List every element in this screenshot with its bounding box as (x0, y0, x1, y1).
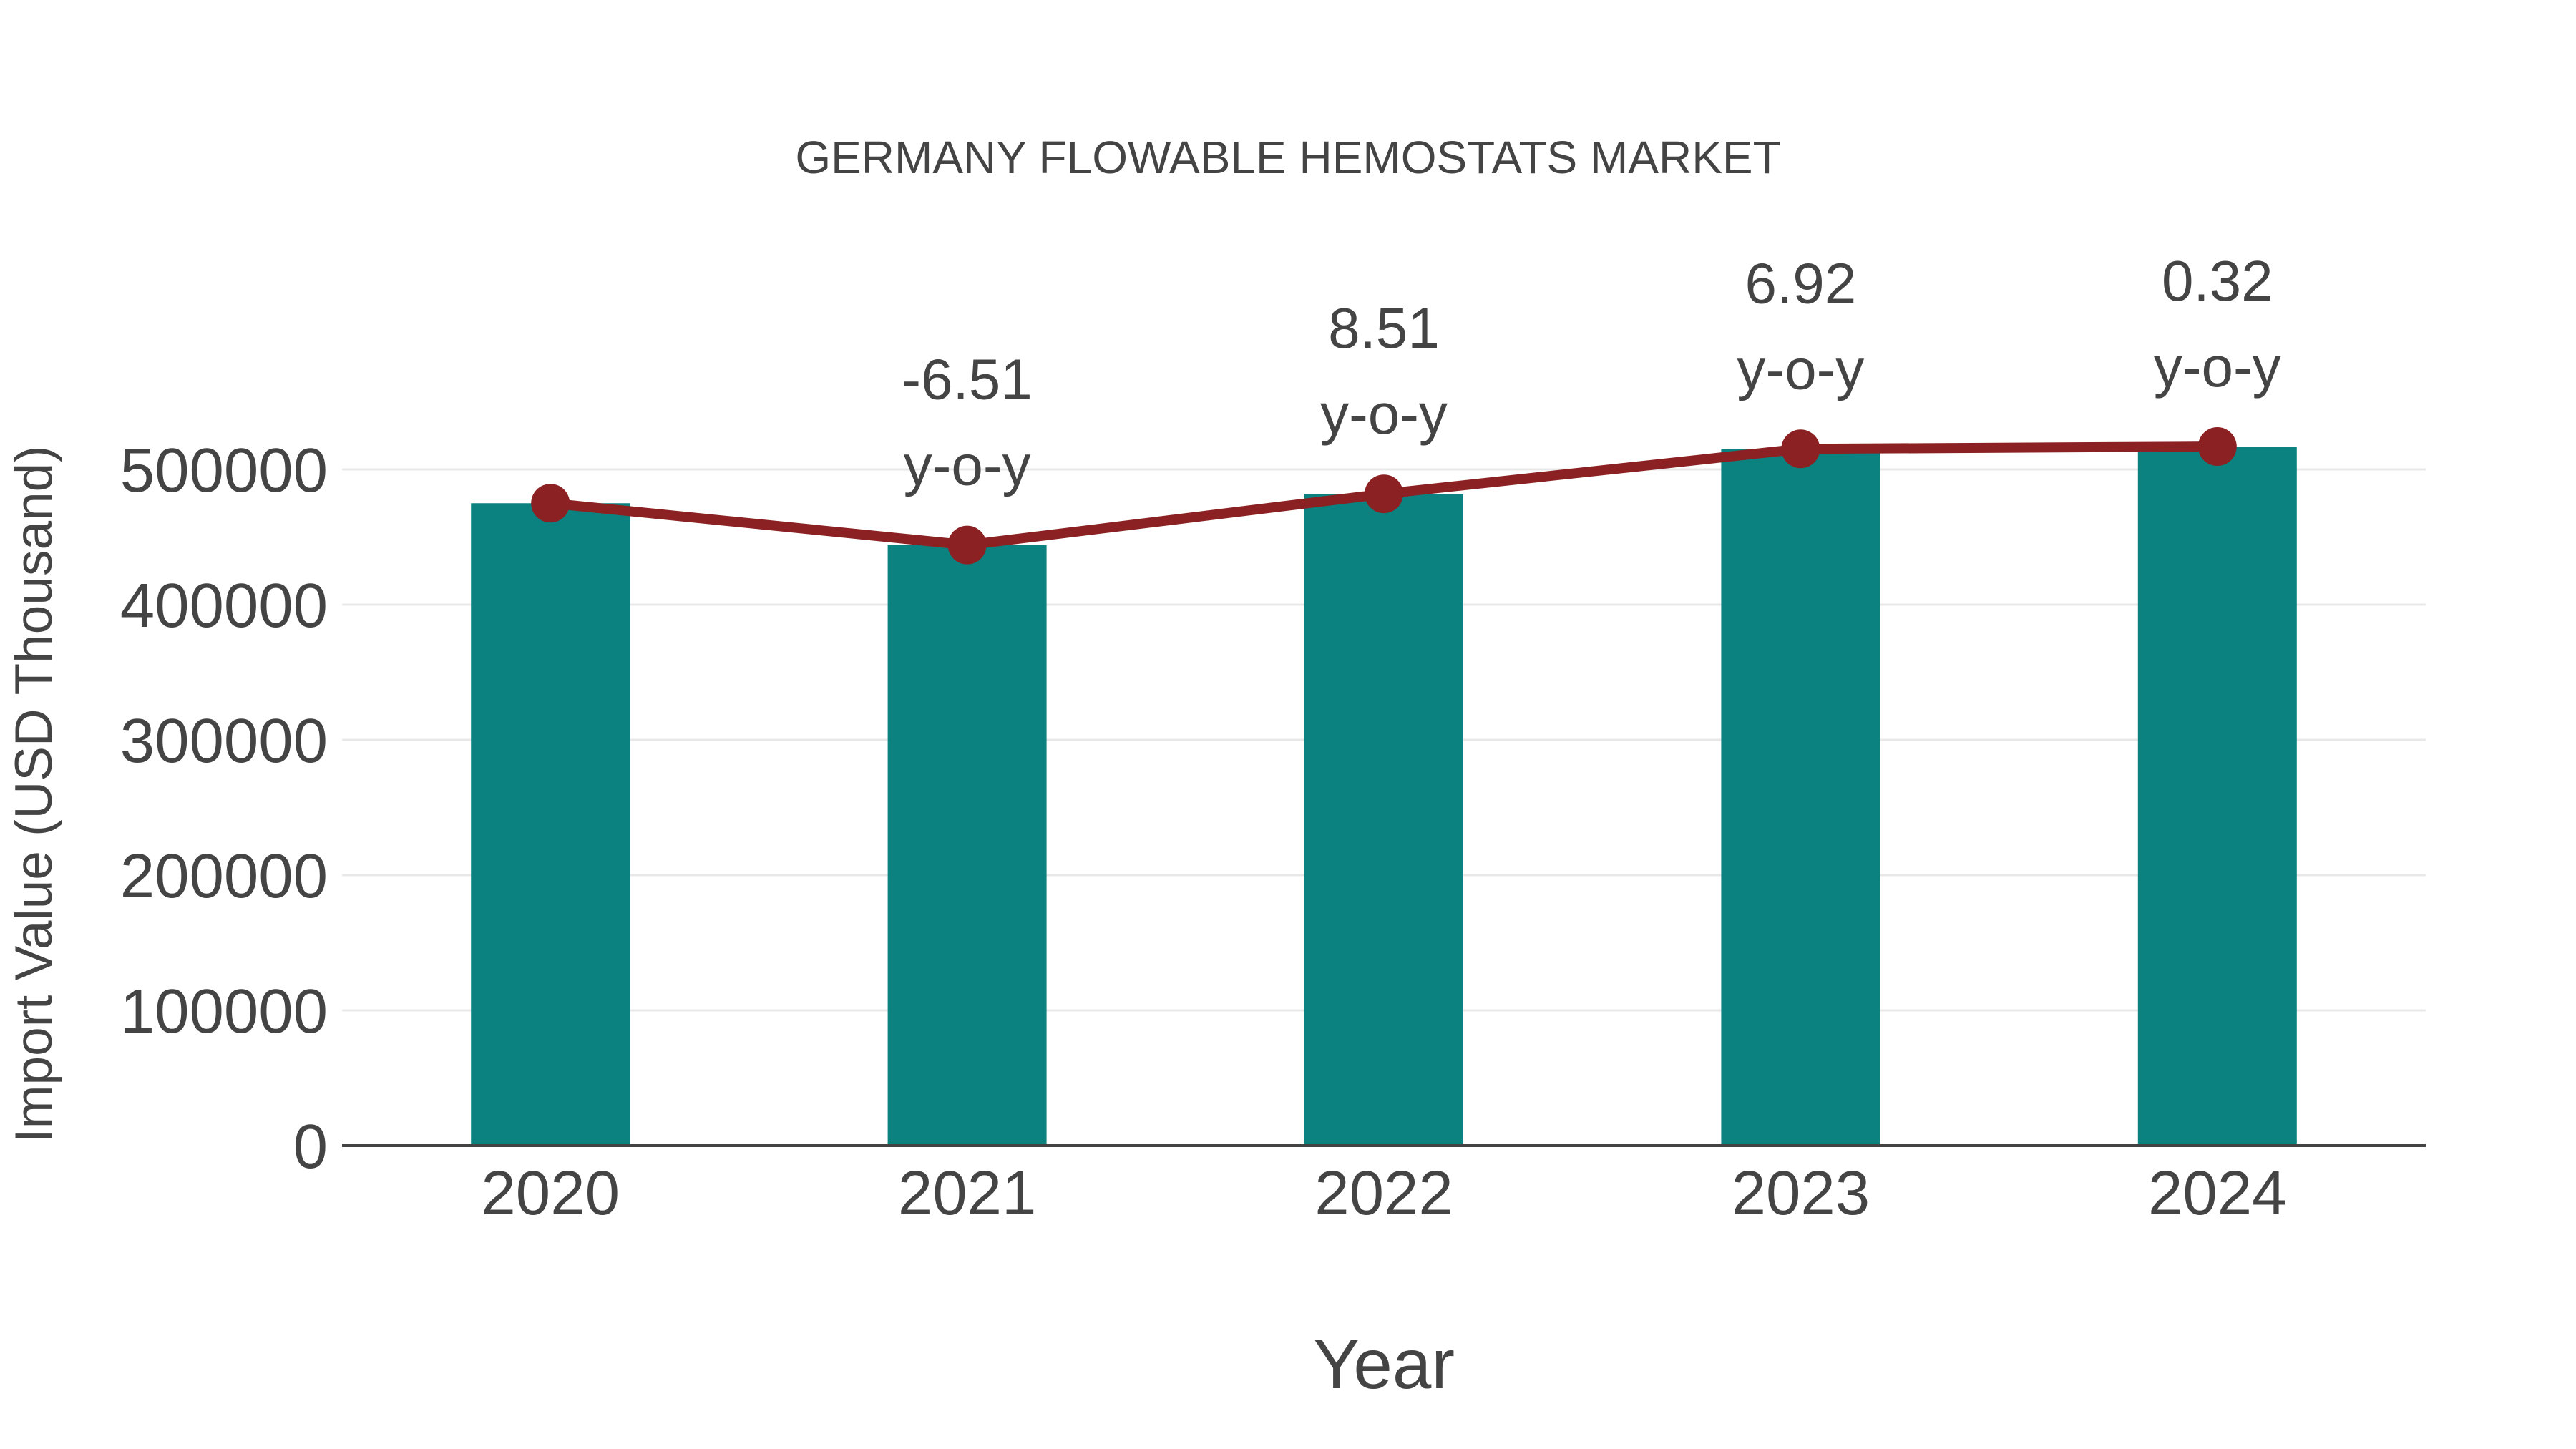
trend-marker-2020[interactable] (531, 484, 570, 523)
x-tick-label-2023: 2023 (1732, 1158, 1870, 1228)
y-tick-label: 200000 (120, 841, 328, 911)
x-tick-label-2020: 2020 (481, 1158, 620, 1228)
trend-marker-2023[interactable] (1781, 429, 1820, 469)
y-tick-label: 500000 (120, 436, 328, 505)
trend-marker-2024[interactable] (2197, 427, 2237, 467)
yoy-value-2022: 8.51 (1328, 296, 1440, 360)
yoy-value-2021: -6.51 (902, 348, 1032, 411)
y-tick-label: 300000 (120, 706, 328, 776)
yoy-unit-2021: y-o-y (904, 434, 1031, 497)
yoy-annotations: -6.51 y-o-y 8.51 y-o-y 6.92 y-o-y 0.32 y-o-y (902, 249, 2280, 497)
bar-series (471, 447, 2297, 1146)
trend-marker-2021[interactable] (947, 525, 987, 565)
y-axis-tick-labels: 0 100000 200000 300000 400000 500000 (120, 436, 328, 1181)
trend-line-series (531, 427, 2237, 565)
x-tick-label-2022: 2022 (1314, 1158, 1453, 1228)
bar-2023[interactable] (1721, 449, 1880, 1146)
yoy-unit-2022: y-o-y (1320, 382, 1448, 446)
y-tick-label: 0 (293, 1112, 328, 1181)
bar-2024[interactable] (2137, 447, 2297, 1146)
yoy-unit-2023: y-o-y (1737, 337, 1865, 401)
bar-2020[interactable] (471, 503, 630, 1146)
trend-marker-2022[interactable] (1365, 474, 1403, 514)
yoy-value-2023: 6.92 (1745, 251, 1857, 315)
x-axis-tick-labels: 2020 2021 2022 2023 2024 (481, 1158, 2286, 1228)
yoy-unit-2024: y-o-y (2154, 335, 2281, 399)
yoy-value-2024: 0.32 (2162, 249, 2273, 313)
x-axis-title: Year (1313, 1324, 1455, 1403)
x-tick-label-2024: 2024 (2148, 1158, 2287, 1228)
chart-title: GERMANY FLOWABLE HEMOSTATS MARKET (795, 132, 1780, 183)
bar-2022[interactable] (1304, 494, 1463, 1146)
y-tick-label: 400000 (120, 571, 328, 640)
bar-2021[interactable] (887, 545, 1047, 1146)
y-tick-label: 100000 (120, 977, 328, 1046)
x-tick-label-2021: 2021 (898, 1158, 1037, 1228)
y-axis-title: Import Value (USD Thousand) (5, 445, 63, 1143)
